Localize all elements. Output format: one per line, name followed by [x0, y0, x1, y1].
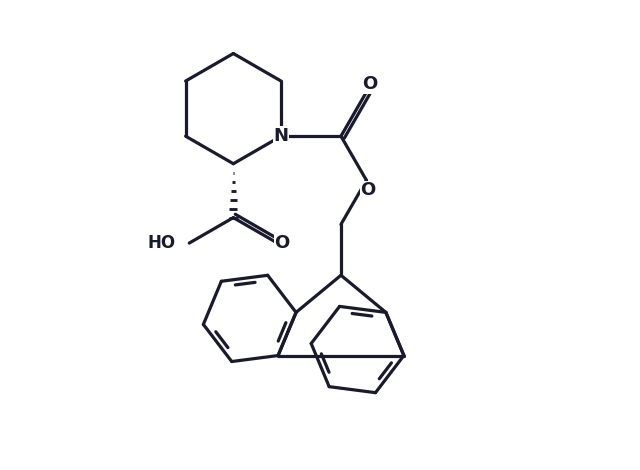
Text: O: O: [275, 234, 290, 252]
Text: O: O: [360, 181, 376, 199]
Text: HO: HO: [148, 234, 176, 252]
Text: N: N: [273, 127, 289, 145]
Text: O: O: [362, 75, 377, 93]
